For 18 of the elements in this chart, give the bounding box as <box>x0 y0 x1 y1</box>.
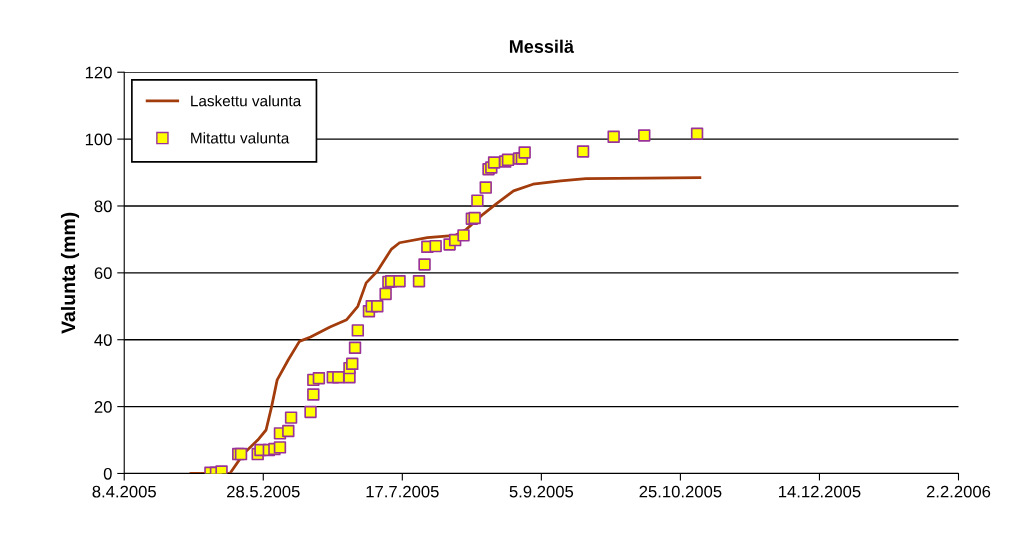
legend-label: Mitattu valunta <box>191 132 290 144</box>
y-tick-label: 20 <box>94 401 112 413</box>
y-axis-title: Valunta (mm) <box>60 212 80 334</box>
y-tick-label: 40 <box>94 334 112 346</box>
y-tick-label: 0 <box>103 467 112 480</box>
x-tick-label: 5.9.2005 <box>509 485 574 498</box>
legend-label: Laskettu valunta <box>191 95 302 107</box>
y-tick-label: 60 <box>94 267 112 280</box>
chart-title: Messilä <box>509 39 575 53</box>
x-tick-label: 14.12.2005 <box>779 485 861 498</box>
y-tick-label: 120 <box>85 66 112 79</box>
y-tick-label: 100 <box>85 133 112 146</box>
x-tick-label: 28.5.2005 <box>227 485 300 498</box>
x-tick-label: 8.4.2005 <box>92 485 156 498</box>
y-tick-label: 80 <box>94 200 112 213</box>
x-tick-label: 25.10.2005 <box>639 485 722 498</box>
x-tick-label: 2.2.2006 <box>926 485 991 498</box>
x-tick-label: 17.7.2005 <box>366 485 439 498</box>
